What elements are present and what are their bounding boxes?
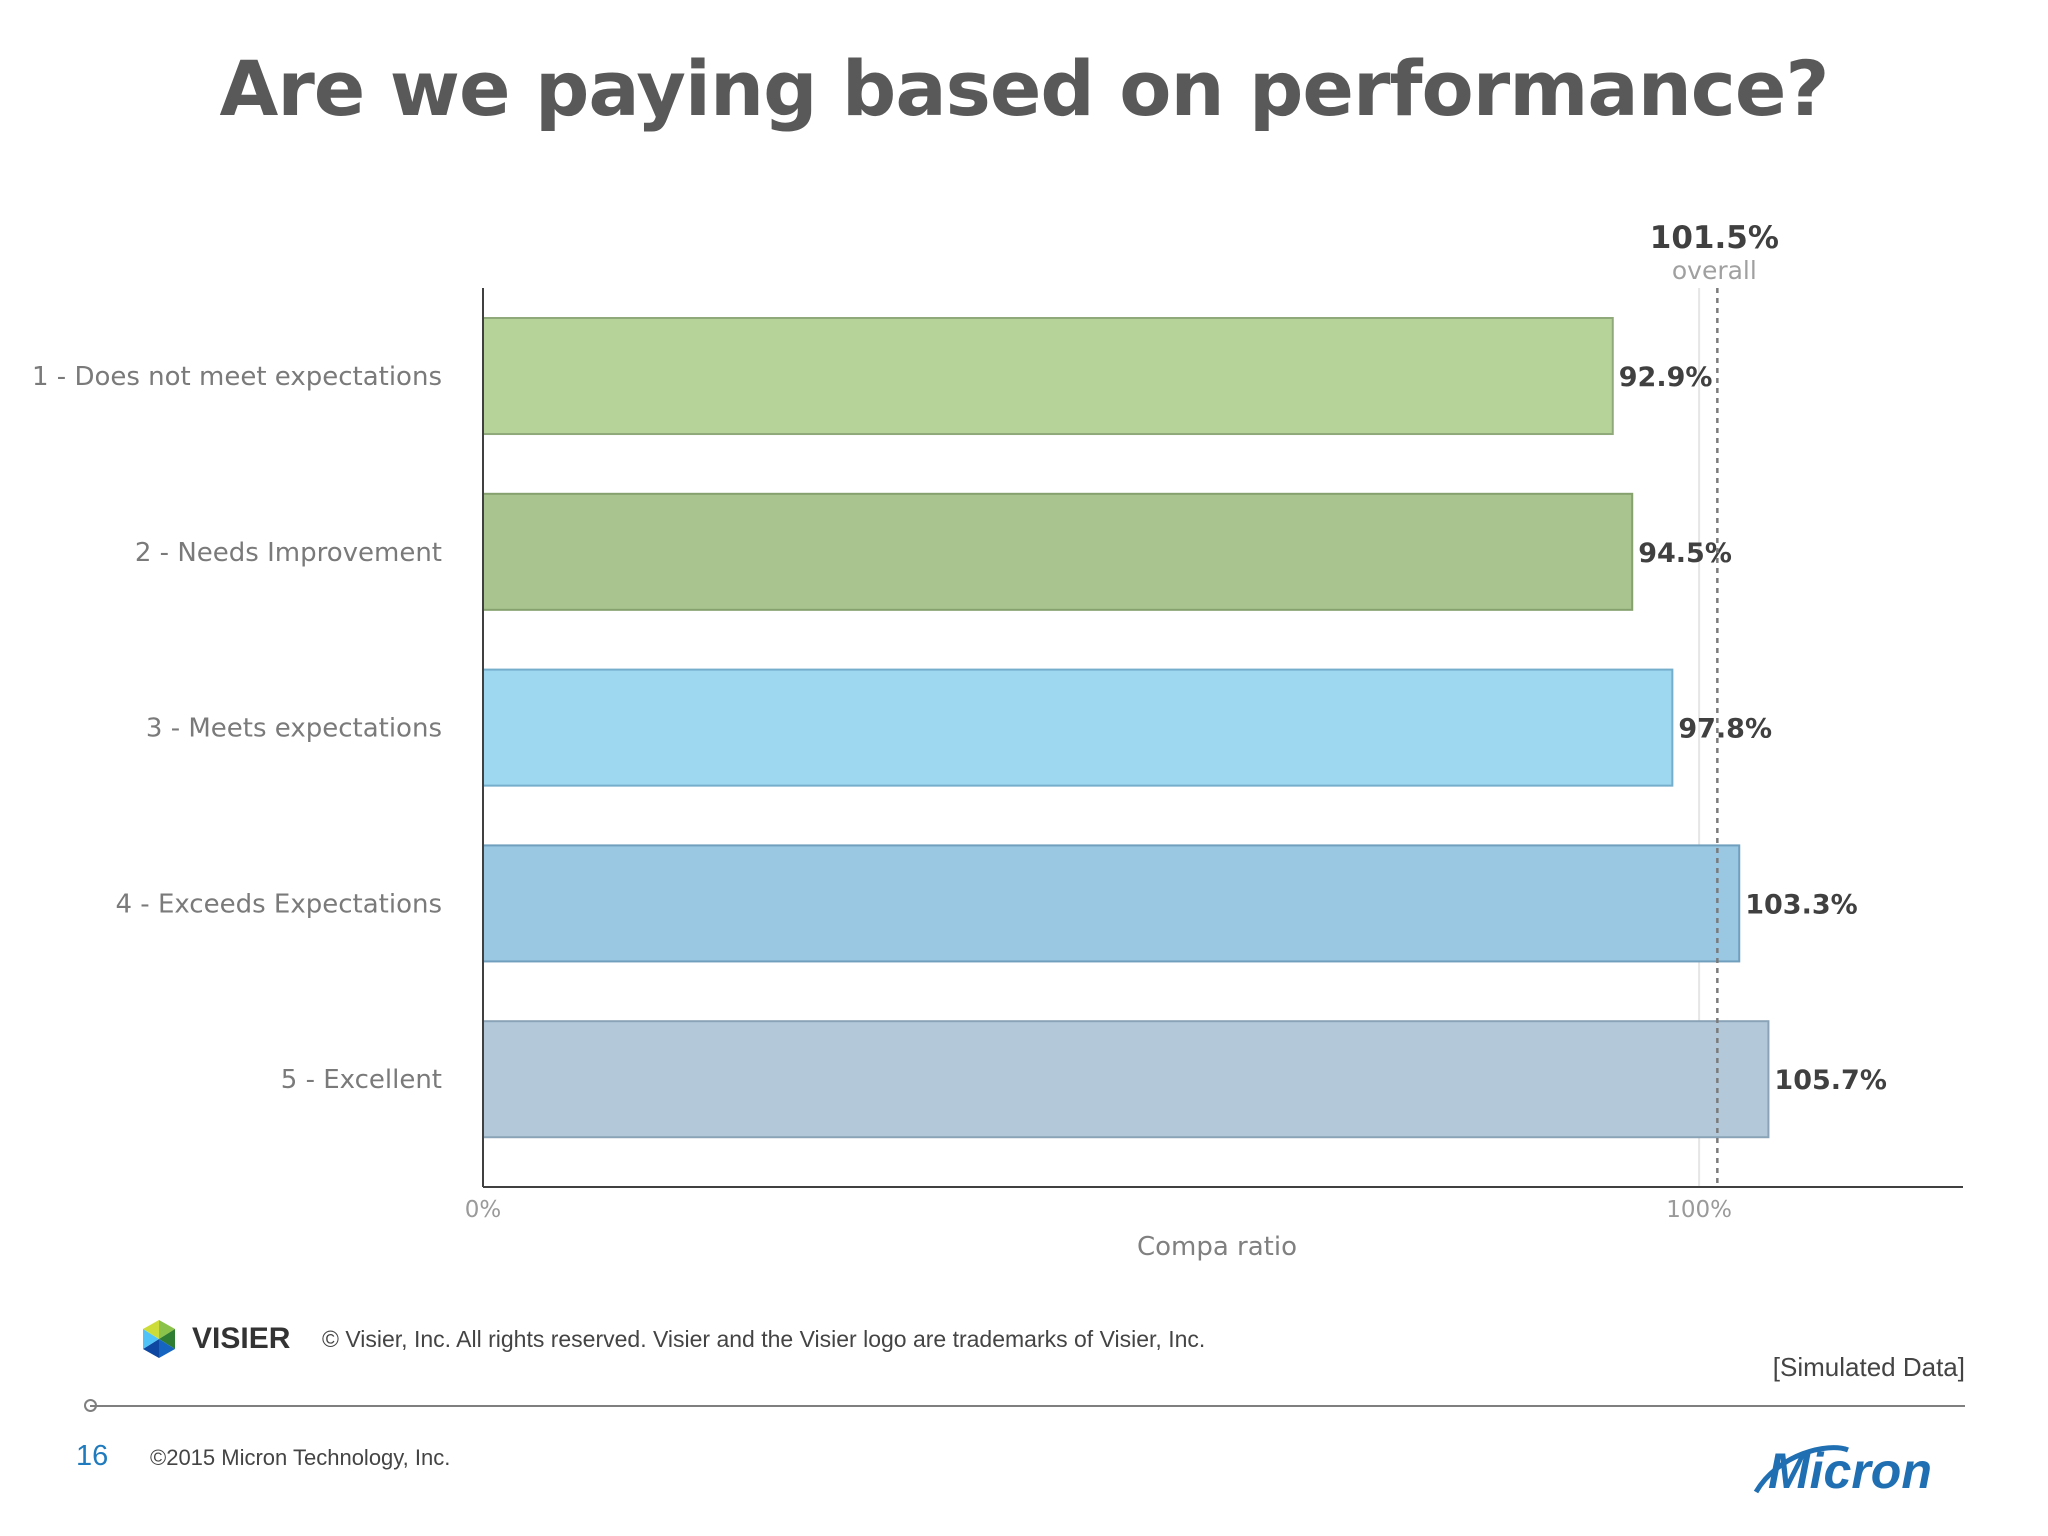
bar-chart: 1 - Does not meet expectations 2 - Needs … [32,220,1963,1262]
micron-wordmark: Micron [1768,1443,1932,1499]
category-label-1: 1 - Does not meet expectations [32,362,442,392]
bar-3[interactable] [482,668,1674,787]
x-axis-title: Compa ratio [1137,1232,1297,1262]
x-tick-label-1: 100% [1666,1197,1732,1223]
visier-copyright: © Visier, Inc. All rights reserved. Visi… [322,1326,1206,1352]
value-label-3: 97.8% [1678,714,1772,745]
slide-title: Are we paying based on performance? [219,44,1830,133]
page-number: 16 [76,1440,109,1472]
bar-5[interactable] [482,1020,1770,1139]
simulated-data-note: [Simulated Data] [1772,1352,1965,1382]
visier-logo: VISIER [138,1318,290,1360]
bar-2[interactable] [482,492,1634,611]
category-label-5: 5 - Excellent [281,1065,442,1095]
overall-value-label: 101.5% [1650,220,1779,256]
overall-sublabel: overall [1672,256,1757,285]
visier-hexagon-icon [143,1320,175,1358]
micron-copyright: ©2015 Micron Technology, Inc. [150,1445,451,1470]
micron-logo: Micron [1753,1443,1932,1499]
visier-wordmark: VISIER [192,1322,291,1355]
category-label-2: 2 - Needs Improvement [135,538,442,568]
value-label-1: 92.9% [1619,362,1713,393]
value-label-4: 103.3% [1745,889,1857,920]
bar-4[interactable] [482,844,1741,963]
category-label-4: 4 - Exceeds Expectations [116,889,443,919]
category-label-3: 3 - Meets expectations [146,714,442,744]
bar-1[interactable] [482,317,1614,436]
footer-rule [90,1405,1965,1407]
value-label-5: 105.7% [1774,1065,1886,1096]
x-tick-label-0: 0% [465,1197,502,1223]
